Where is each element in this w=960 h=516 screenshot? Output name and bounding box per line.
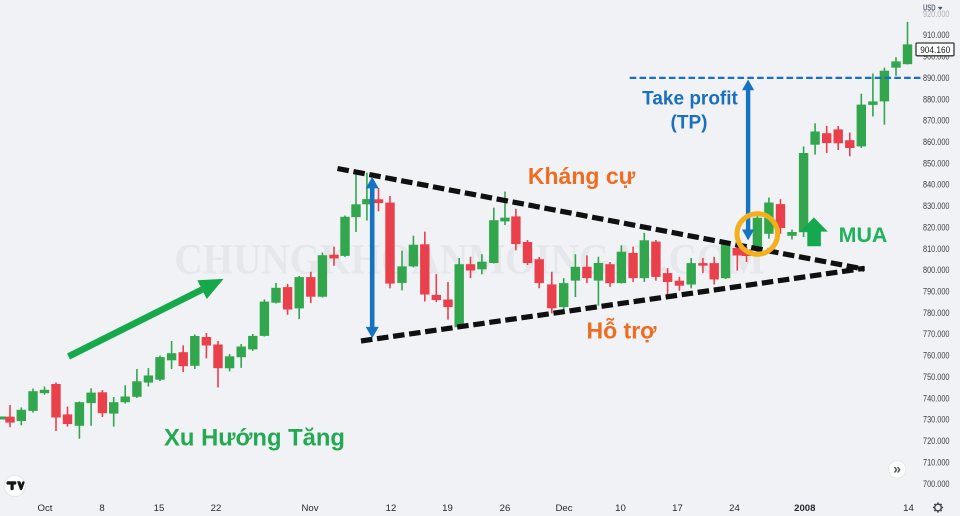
svg-text:12: 12 [386,503,397,514]
svg-text:14: 14 [903,503,914,514]
svg-text:840.000: 840.000 [923,180,950,191]
svg-text:Nov: Nov [301,503,318,514]
svg-text:900.000: 900.000 [923,52,950,63]
svg-text:760.000: 760.000 [923,351,950,362]
svg-text:700.000: 700.000 [923,479,950,490]
svg-text:Hỗ trợ: Hỗ trợ [586,317,657,344]
svg-text:740.000: 740.000 [923,393,950,404]
svg-text:830.000: 830.000 [923,201,950,212]
svg-text:15: 15 [154,503,165,514]
svg-text:920.000: 920.000 [923,9,950,20]
svg-text:Xu Hướng Tăng: Xu Hướng Tăng [164,425,345,452]
svg-text:730.000: 730.000 [923,415,950,426]
svg-text:880.000: 880.000 [923,94,950,105]
svg-text:»: » [893,461,901,477]
svg-text:Oct: Oct [38,503,53,514]
svg-text:810.000: 810.000 [923,244,950,255]
svg-text:800.000: 800.000 [923,265,950,276]
svg-text:CHUNGKHOANMOINGAY.COM: CHUNGKHOANMOINGAY.COM [174,237,764,284]
svg-text:10: 10 [615,503,626,514]
svg-text:17: 17 [672,503,683,514]
svg-text:720.000: 720.000 [923,436,950,447]
svg-text:26: 26 [500,503,511,514]
svg-text:780.000: 780.000 [923,308,950,319]
svg-text:22: 22 [211,503,222,514]
svg-text:Kháng cự: Kháng cự [528,163,636,189]
svg-text:904.160: 904.160 [920,45,950,56]
svg-text:710.000: 710.000 [923,457,950,468]
svg-text:910.000: 910.000 [923,30,950,41]
svg-text:Dec: Dec [555,503,572,514]
svg-text:860.000: 860.000 [923,137,950,148]
svg-text:24: 24 [729,503,740,514]
svg-text:Take profit: Take profit [642,88,738,109]
svg-text:19: 19 [442,503,453,514]
svg-text:2008: 2008 [794,503,816,514]
svg-text:850.000: 850.000 [923,158,950,169]
svg-text:750.000: 750.000 [923,372,950,383]
svg-text:USD: USD [923,4,936,13]
svg-text:790.000: 790.000 [923,287,950,298]
svg-text:890.000: 890.000 [923,73,950,84]
svg-text:8: 8 [99,503,104,514]
svg-text:(TP): (TP) [671,113,708,134]
svg-text:820.000: 820.000 [923,222,950,233]
svg-text:870.000: 870.000 [923,116,950,127]
svg-text:MUA: MUA [839,223,888,247]
svg-text:770.000: 770.000 [923,329,950,340]
